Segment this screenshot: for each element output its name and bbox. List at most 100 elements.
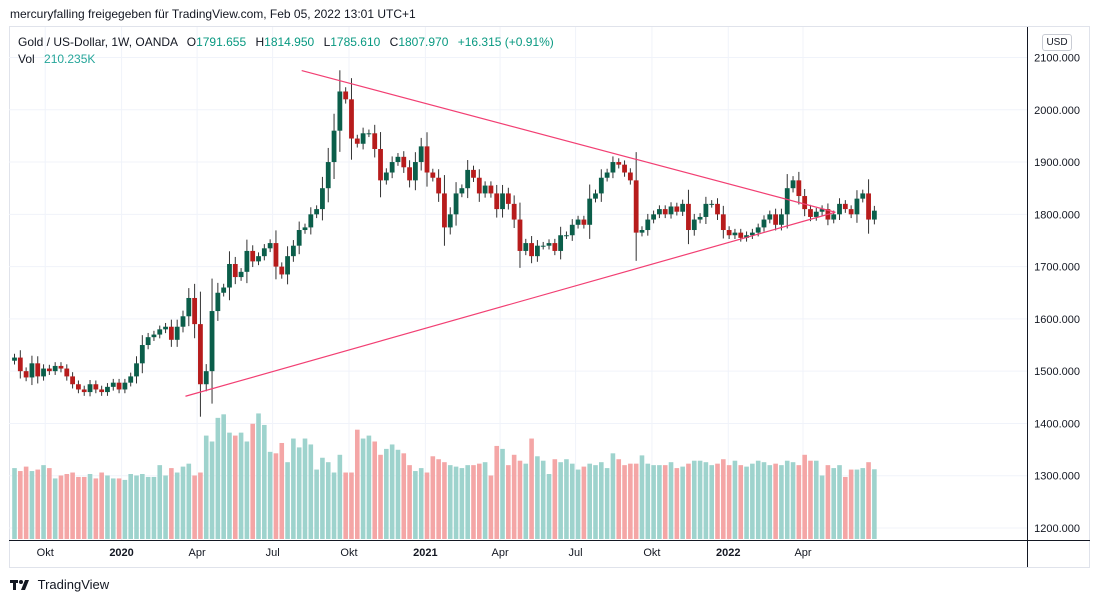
candle-body bbox=[476, 177, 482, 194]
volume-bar bbox=[250, 423, 256, 539]
candle-body bbox=[610, 162, 616, 173]
time-tick-label: 2021 bbox=[413, 547, 437, 559]
volume-bar bbox=[471, 465, 476, 539]
candle-body bbox=[564, 235, 569, 237]
volume-bar bbox=[407, 465, 412, 539]
candle-body bbox=[459, 188, 465, 194]
candle-body bbox=[744, 235, 749, 238]
candle-body bbox=[349, 99, 354, 139]
candle-body bbox=[308, 214, 314, 228]
volume-bar bbox=[854, 469, 860, 539]
candle-body bbox=[209, 311, 215, 372]
volume-bar bbox=[209, 441, 215, 539]
volume-bar bbox=[593, 465, 598, 539]
volume-bar bbox=[610, 453, 616, 539]
volume-bar bbox=[802, 454, 807, 539]
volume-bar bbox=[750, 463, 755, 539]
volume-bar bbox=[273, 453, 279, 539]
candle-body bbox=[41, 368, 46, 377]
volume-bar bbox=[633, 463, 639, 539]
candle-body bbox=[668, 206, 674, 215]
time-tick-label: Apr bbox=[794, 547, 811, 559]
volume-bar bbox=[134, 475, 139, 539]
volume-bar bbox=[163, 475, 168, 539]
candle-body bbox=[616, 162, 622, 165]
volume-bar bbox=[494, 445, 500, 539]
candle-body bbox=[505, 193, 511, 204]
symbol-title[interactable]: Gold / US-Dollar, 1W, OANDA bbox=[18, 35, 178, 49]
volume-bar bbox=[453, 466, 459, 539]
candle-body bbox=[511, 203, 517, 220]
volume-bar bbox=[500, 448, 505, 539]
volume-bar bbox=[215, 417, 221, 539]
candle-body bbox=[686, 203, 691, 231]
candle-body bbox=[383, 172, 389, 181]
candle-body bbox=[709, 203, 715, 205]
candle-body bbox=[715, 203, 720, 215]
candle-body bbox=[749, 232, 755, 236]
candle-body bbox=[70, 376, 75, 385]
footer-brand[interactable]: TradingView bbox=[10, 576, 109, 594]
volume-bar bbox=[128, 474, 133, 539]
candle-body bbox=[325, 162, 331, 189]
volume-bar bbox=[657, 465, 662, 539]
volume-bar bbox=[517, 460, 523, 539]
candle-body bbox=[250, 250, 256, 262]
candle-body bbox=[436, 177, 442, 194]
candle-body bbox=[732, 232, 738, 236]
candle-body bbox=[273, 243, 279, 267]
volume-bar bbox=[349, 472, 354, 539]
candle-body bbox=[128, 376, 134, 383]
volume-bar bbox=[267, 451, 273, 539]
volume-bar bbox=[506, 465, 511, 539]
volume-bar bbox=[628, 463, 633, 539]
candle-body bbox=[186, 297, 192, 317]
volume-bar bbox=[262, 424, 267, 539]
volume-bar bbox=[465, 465, 470, 539]
volume-bar bbox=[244, 441, 250, 539]
volume-bar bbox=[47, 468, 52, 539]
candle-body bbox=[535, 245, 540, 257]
candle-body bbox=[256, 256, 261, 262]
time-tick-label: 2022 bbox=[716, 547, 740, 559]
candle-body bbox=[802, 196, 808, 210]
candle-body bbox=[604, 172, 610, 178]
volume-bar bbox=[564, 459, 569, 539]
time-tick-label: Okt bbox=[643, 547, 660, 559]
volume-bar bbox=[558, 462, 563, 539]
candle-body bbox=[46, 368, 52, 372]
candle-body bbox=[389, 162, 395, 173]
volume-bar bbox=[831, 468, 837, 539]
volume-bar bbox=[64, 474, 70, 539]
volume-bar bbox=[110, 478, 116, 539]
candle-body bbox=[418, 146, 424, 163]
candle-body bbox=[105, 386, 110, 393]
candle-body bbox=[35, 363, 41, 377]
volume-bar bbox=[639, 455, 645, 539]
currency-button[interactable]: USD bbox=[1042, 34, 1072, 51]
volume-bar bbox=[837, 465, 842, 539]
candle-body bbox=[12, 357, 17, 361]
candle-body bbox=[267, 243, 273, 249]
candle-body bbox=[831, 214, 837, 220]
volume-bar bbox=[668, 462, 674, 539]
volume-bar bbox=[784, 460, 790, 539]
volume-bar bbox=[715, 463, 720, 539]
volume-bar bbox=[198, 472, 203, 539]
candle-body bbox=[122, 382, 128, 390]
volume-bar bbox=[308, 444, 314, 539]
volume-bar bbox=[23, 466, 29, 539]
time-tick-label: 2020 bbox=[109, 547, 133, 559]
volume-bar bbox=[93, 478, 99, 539]
volume-label[interactable]: Vol bbox=[18, 52, 35, 66]
candle-body bbox=[488, 185, 494, 194]
candle-body bbox=[784, 188, 790, 215]
legend-volume-row: Vol 210.235K bbox=[18, 51, 554, 68]
candle-body bbox=[93, 384, 99, 390]
candle-body bbox=[424, 146, 430, 173]
volume-value: 210.235K bbox=[44, 52, 96, 66]
volume-bar bbox=[192, 475, 197, 539]
candle-body bbox=[808, 209, 813, 217]
time-tick-label: Jul bbox=[569, 547, 583, 559]
